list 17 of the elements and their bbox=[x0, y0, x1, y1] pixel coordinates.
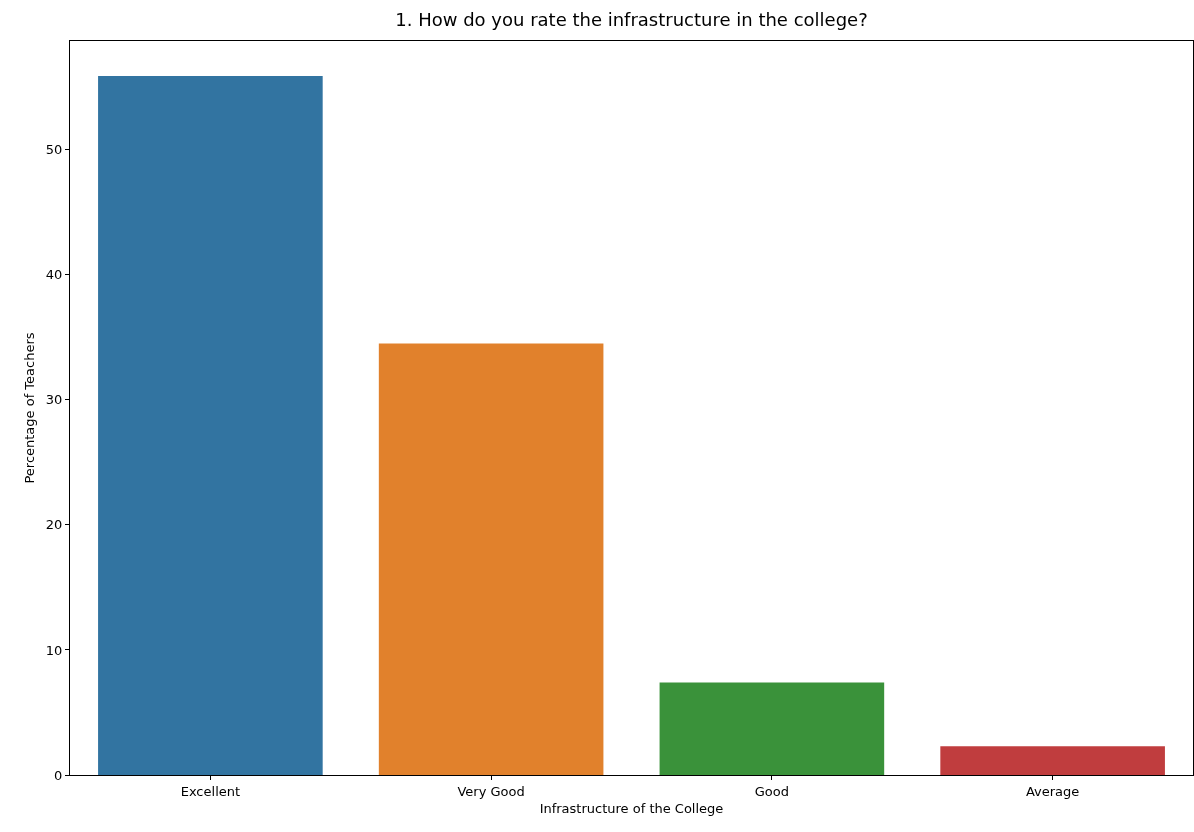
y-tick-label: 30 bbox=[45, 392, 63, 408]
y-tick-label: 40 bbox=[45, 267, 63, 283]
bar bbox=[98, 76, 323, 775]
y-tick-label: 10 bbox=[45, 642, 63, 658]
x-tick-label: Very Good bbox=[457, 783, 525, 799]
bar bbox=[940, 746, 1165, 775]
bar bbox=[378, 343, 604, 775]
chart-title: 1. How do you rate the infrastructure in the college? bbox=[395, 9, 868, 31]
x-tick-label: Excellent bbox=[180, 783, 241, 799]
y-tick-label: 20 bbox=[45, 517, 63, 533]
bar bbox=[659, 682, 885, 775]
x-tick-label: Average bbox=[1025, 783, 1080, 799]
y-tick-label: 0 bbox=[54, 767, 63, 783]
y-tick-label: 50 bbox=[45, 142, 63, 158]
y-axis-title: Percentage of Teachers bbox=[21, 332, 37, 484]
x-axis-title: Infrastructure of the College bbox=[539, 801, 724, 817]
x-tick-label: Good bbox=[754, 783, 789, 799]
